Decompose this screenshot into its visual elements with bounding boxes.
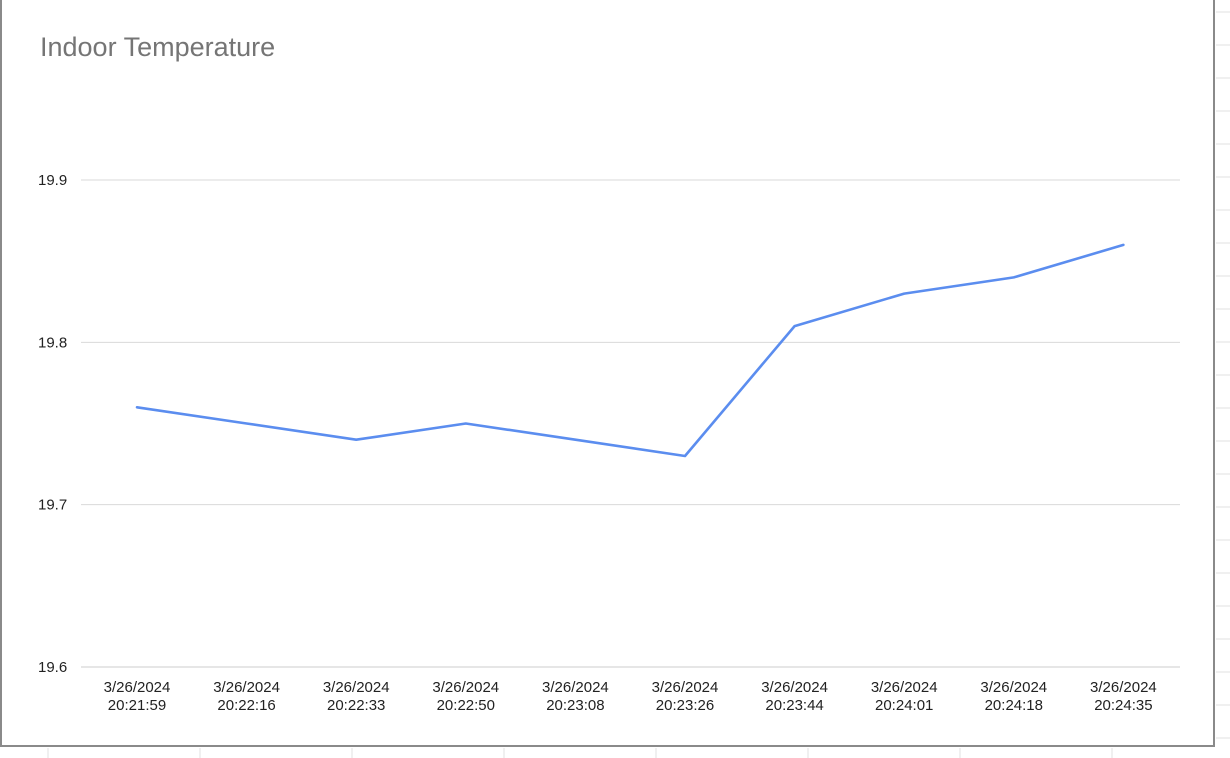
x-tick-label-date: 3/26/2024	[761, 679, 828, 696]
y-tick-label: 19.6	[38, 659, 67, 676]
data-point	[1121, 243, 1125, 247]
line-chart: 19.619.719.819.93/26/202420:21:593/26/20…	[38, 172, 1180, 714]
x-tick-label-time: 20:23:08	[546, 697, 604, 714]
data-point	[464, 422, 468, 426]
x-tick-label-date: 3/26/2024	[871, 679, 938, 696]
x-tick-label-date: 3/26/2024	[980, 679, 1047, 696]
data-point	[245, 422, 249, 426]
x-tick-label-time: 20:22:16	[217, 697, 275, 714]
data-point	[683, 454, 687, 458]
x-tick-label-time: 20:21:59	[108, 697, 166, 714]
data-point	[1012, 275, 1016, 279]
x-tick-label-time: 20:23:26	[656, 697, 714, 714]
data-point	[902, 292, 906, 296]
chart-container[interactable]: Indoor Temperature	[0, 0, 1215, 747]
x-tick-label-time: 20:22:50	[437, 697, 495, 714]
x-tick-label-date: 3/26/2024	[1090, 679, 1157, 696]
x-tick-label-time: 20:24:35	[1094, 697, 1152, 714]
x-tick-label-date: 3/26/2024	[432, 679, 499, 696]
x-tick-label-date: 3/26/2024	[652, 679, 719, 696]
x-tick-label-date: 3/26/2024	[323, 679, 390, 696]
x-tick-label-time: 20:24:01	[875, 697, 933, 714]
y-tick-label: 19.9	[38, 172, 67, 189]
series-line	[135, 243, 1125, 458]
x-tick-label-date: 3/26/2024	[104, 679, 171, 696]
data-point	[135, 405, 139, 409]
x-tick-label-time: 20:22:33	[327, 697, 385, 714]
x-tick-label-time: 20:23:44	[765, 697, 823, 714]
data-point	[573, 438, 577, 442]
y-tick-label: 19.8	[38, 334, 67, 351]
y-tick-label: 19.7	[38, 497, 67, 514]
data-point	[793, 324, 797, 328]
x-tick-label-time: 20:24:18	[985, 697, 1043, 714]
x-tick-label-date: 3/26/2024	[213, 679, 280, 696]
data-point	[354, 438, 358, 442]
x-tick-label-date: 3/26/2024	[542, 679, 609, 696]
chart-title: Indoor Temperature	[40, 32, 276, 62]
